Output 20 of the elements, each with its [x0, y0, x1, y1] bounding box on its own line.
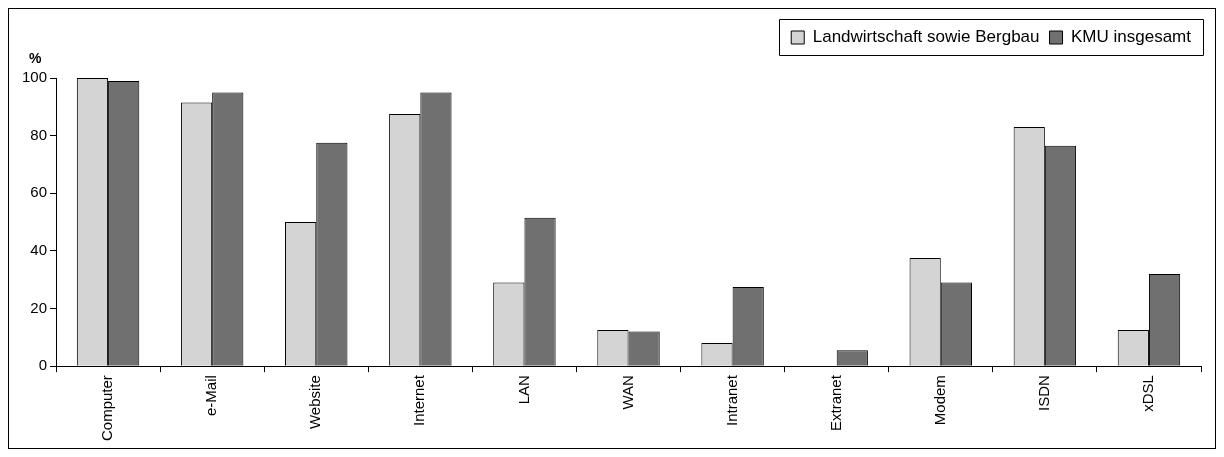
- legend-label: Landwirtschaft sowie Bergbau: [812, 27, 1040, 47]
- x-tick-label: WAN: [618, 375, 636, 410]
- x-tick-label: e-Mail: [202, 375, 220, 416]
- y-tick-label: 20: [30, 298, 48, 316]
- x-tick-label: Extranet: [826, 374, 844, 432]
- y-tick-label: 80: [30, 125, 48, 143]
- y-tick-label: 100: [22, 68, 48, 86]
- x-tick-label: Computer: [98, 375, 116, 441]
- x-tick-label: ISDN: [1035, 375, 1053, 411]
- y-tick-label: 40: [30, 241, 48, 259]
- x-tick-label: Modem: [930, 375, 948, 426]
- y-axis-title: %: [29, 49, 42, 66]
- x-tick-label: Internet: [410, 374, 428, 427]
- legend-label: KMU insgesamt: [1071, 27, 1192, 47]
- x-tick-label: Website: [306, 375, 324, 430]
- y-tick-label: 60: [30, 183, 48, 201]
- x-tick-label: Intranet: [722, 374, 740, 427]
- x-tick-label: LAN: [514, 375, 532, 405]
- y-tick-label: 0: [38, 356, 48, 374]
- x-tick-label: xDSL: [1139, 375, 1157, 412]
